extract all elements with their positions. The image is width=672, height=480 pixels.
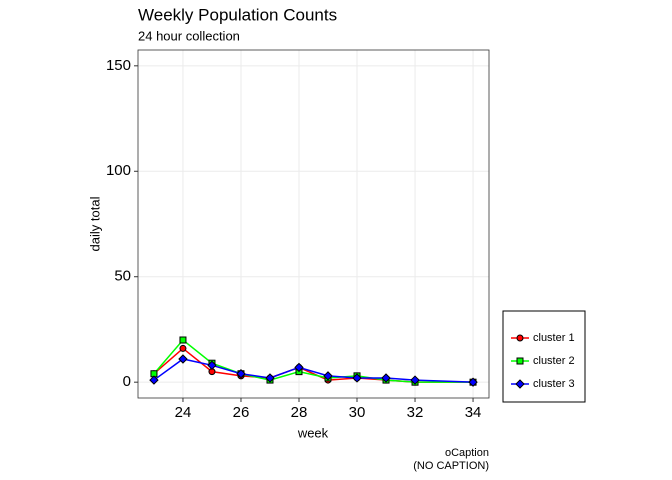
caption: (NO CAPTION): [413, 460, 489, 472]
x-axis-label: week: [297, 425, 329, 440]
x-tick-label: 32: [407, 404, 424, 421]
legend-box: [502, 310, 586, 403]
marker: [381, 373, 391, 383]
y-axis-label: daily total: [87, 196, 102, 251]
y-tick-label: 150: [106, 57, 131, 74]
marker: [265, 373, 275, 383]
legend-label: cluster 2: [533, 355, 575, 367]
caption: oCaption: [445, 447, 489, 459]
plot-panel: [138, 50, 489, 398]
marker: [149, 375, 159, 385]
marker: [179, 344, 187, 352]
legend-label: cluster 3: [533, 378, 575, 390]
chart-title: Weekly Population Counts: [138, 5, 337, 24]
marker: [294, 362, 304, 373]
x-tick-label: 24: [175, 404, 192, 421]
y-tick-label: 100: [106, 162, 131, 179]
marker: [207, 360, 217, 371]
marker: [352, 373, 362, 383]
panel-border: [137, 49, 490, 399]
legend-marker: [516, 334, 524, 342]
marker: [323, 371, 333, 381]
marker: [178, 354, 188, 364]
x-tick-label: 30: [349, 404, 366, 421]
marker: [410, 375, 420, 385]
legend-marker: [516, 357, 524, 365]
legend-marker: [515, 379, 525, 389]
x-tick-label: 28: [291, 404, 308, 421]
legend-label: cluster 1: [533, 332, 575, 344]
marker: [179, 336, 187, 344]
marker: [468, 377, 478, 387]
x-tick-label: 34: [465, 404, 482, 421]
y-tick-label: 50: [114, 268, 131, 285]
y-tick-label: 0: [123, 373, 131, 390]
marker: [236, 369, 246, 379]
chart-subtitle: 24 hour collection: [138, 28, 240, 43]
x-tick-label: 26: [233, 404, 250, 421]
